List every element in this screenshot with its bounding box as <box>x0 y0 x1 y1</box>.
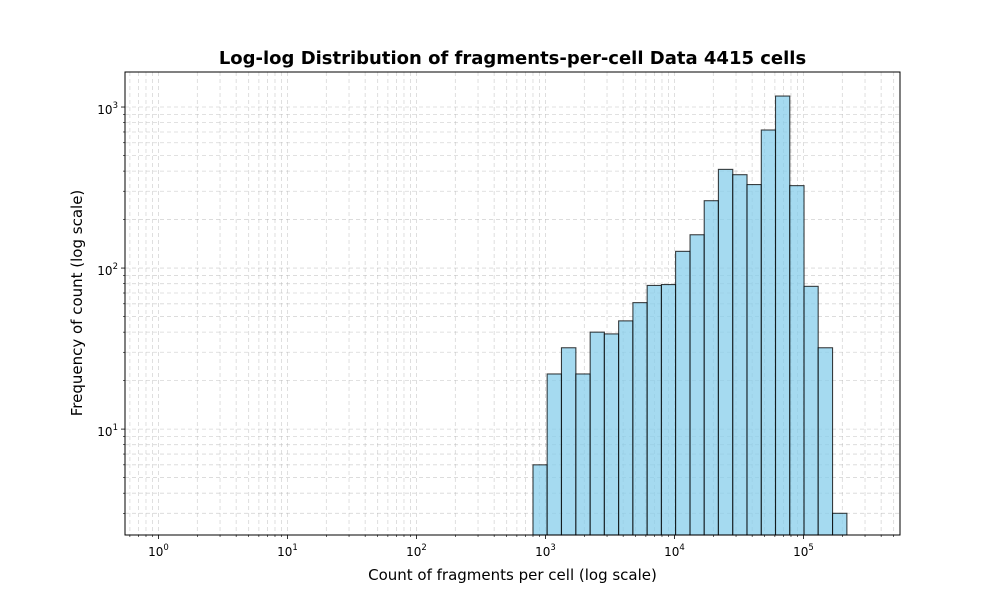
histogram-bar <box>803 285 819 536</box>
histogram-bar <box>717 168 734 536</box>
histogram-bar <box>532 464 548 536</box>
histogram-bar <box>675 250 691 536</box>
histogram-bar <box>646 284 662 536</box>
x-axis-label: Count of fragments per cell (log scale) <box>368 566 657 584</box>
x-tick-label: 103 <box>535 543 556 559</box>
x-tick-label: 105 <box>793 543 814 559</box>
histogram-bar <box>703 200 719 536</box>
x-tick-label: 100 <box>148 543 169 559</box>
histogram-bar <box>589 331 605 536</box>
histogram-bar <box>689 234 705 536</box>
histogram-bar <box>660 283 677 536</box>
x-tick-label: 101 <box>277 543 298 559</box>
histogram-bar <box>732 174 748 536</box>
histogram-bar <box>618 320 634 536</box>
histogram-bar <box>831 512 848 536</box>
chart-title: Log-log Distribution of fragments-per-ce… <box>219 48 806 69</box>
histogram-bar <box>632 302 648 536</box>
histogram-bar <box>760 129 777 536</box>
histogram-bar <box>603 333 620 536</box>
y-tick-label: 102 <box>97 262 118 278</box>
y-axis-label: Frequency of count (log scale) <box>68 190 86 417</box>
histogram-bar <box>575 373 591 536</box>
histogram-bar <box>546 373 563 536</box>
x-tick-label: 104 <box>664 543 685 559</box>
y-tick-label: 101 <box>97 423 118 439</box>
axis-ticks: 100 101 102 103 104 105 101 102 103 <box>97 101 894 559</box>
histogram-bar <box>817 347 834 536</box>
histogram-bars <box>532 95 848 536</box>
histogram-bar <box>560 347 577 536</box>
y-tick-label: 103 <box>97 101 118 117</box>
histogram-bar <box>789 185 805 536</box>
histogram-bar <box>746 184 762 536</box>
histogram-bar <box>774 95 791 536</box>
x-tick-label: 102 <box>406 543 427 559</box>
